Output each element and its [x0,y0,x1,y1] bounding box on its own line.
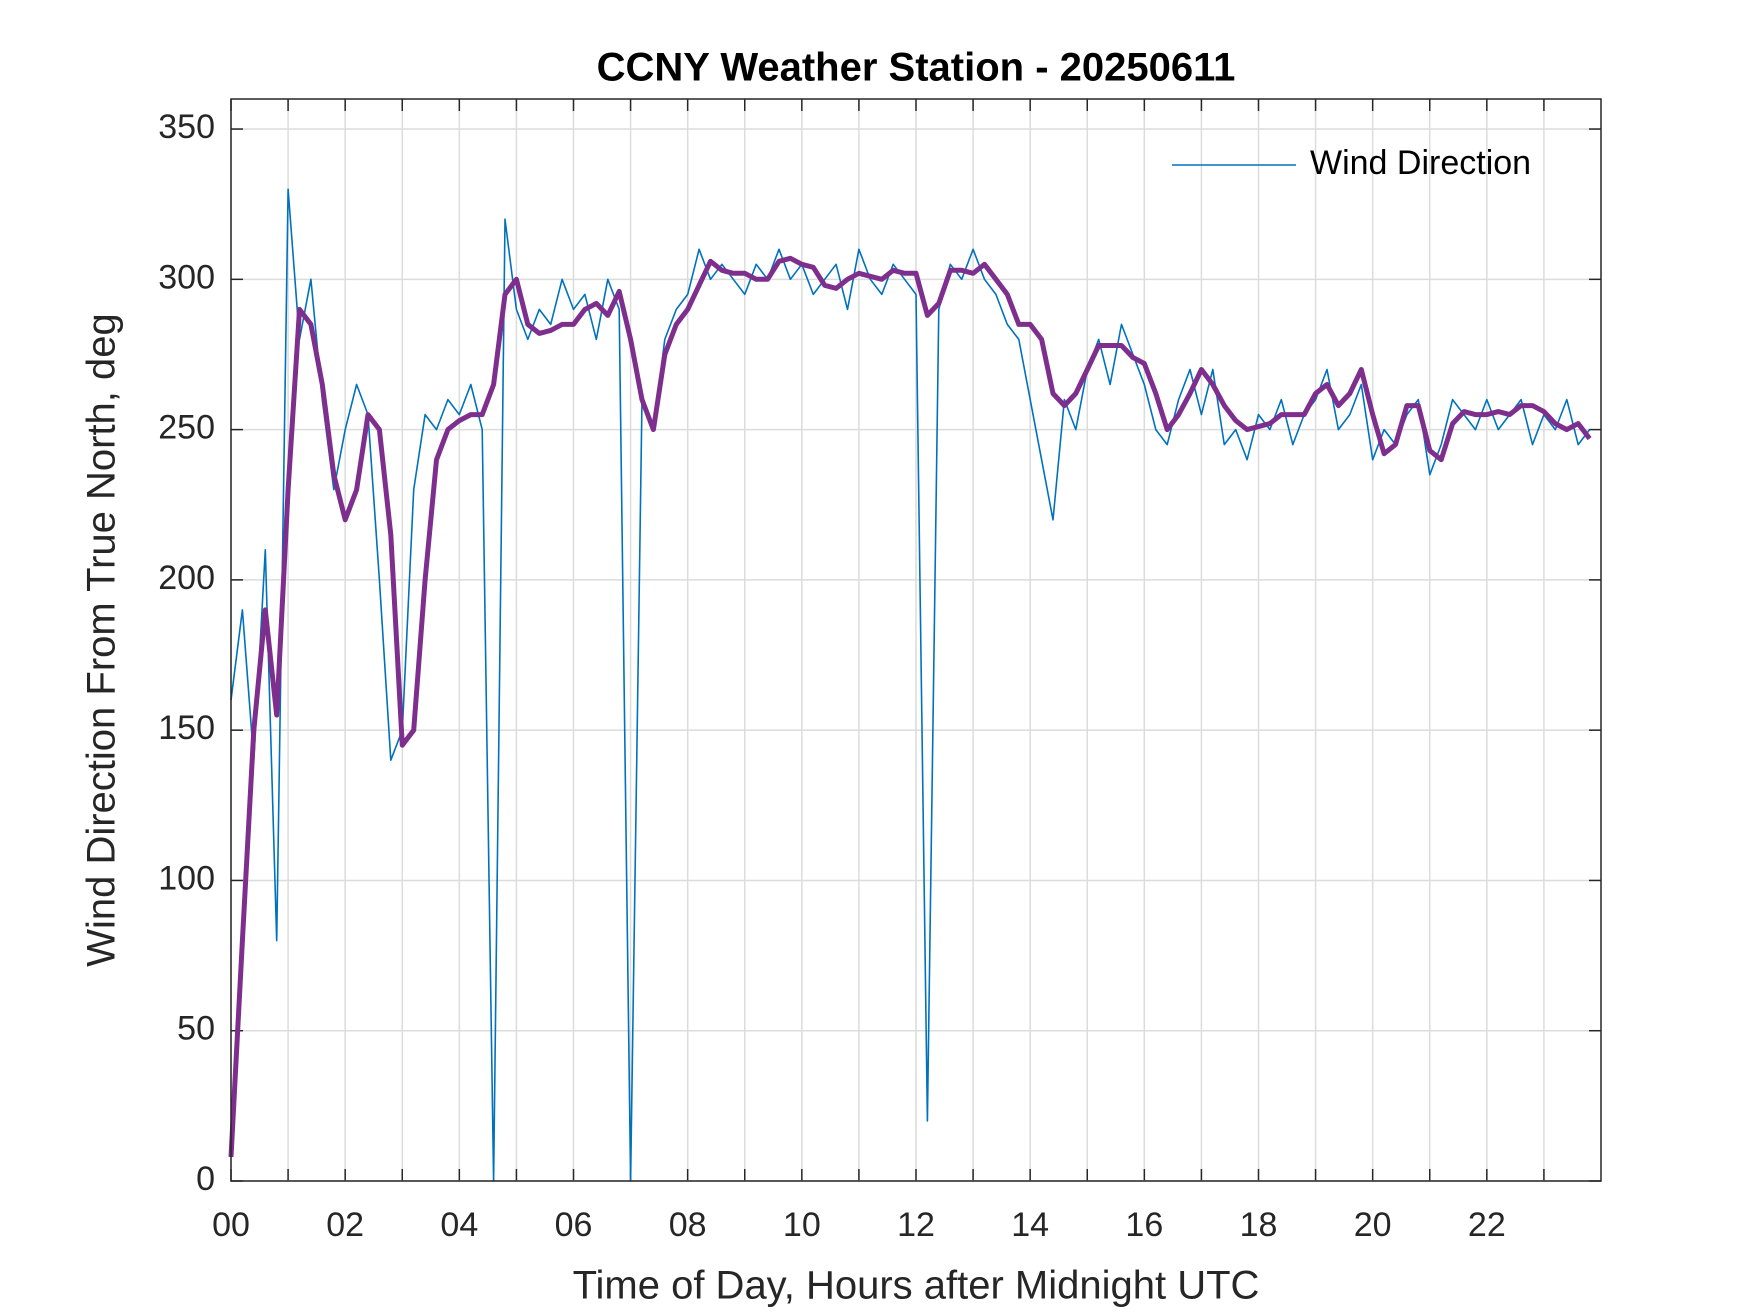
plot-frame [230,98,1602,1182]
x-tick-label: 14 [1011,1206,1049,1244]
chart-title: CCNY Weather Station - 20250611 [597,46,1236,90]
x-tick-label: 20 [1354,1206,1392,1244]
x-tick-label: 04 [440,1206,478,1244]
x-tick-label: 08 [669,1206,707,1244]
x-tick-label: 00 [212,1206,250,1244]
x-axis-label: Time of Day, Hours after Midnight UTC [573,1264,1260,1308]
y-tick-label: 350 [158,108,215,146]
x-tick-label: 10 [783,1206,821,1244]
y-tick-label: 200 [158,559,215,597]
y-tick-label: 250 [158,409,215,447]
data-line [230,188,1591,1182]
y-tick-label: 50 [177,1010,215,1048]
x-tick-label: 22 [1468,1206,1506,1244]
y-tick-label: 300 [158,258,215,296]
y-axis-label: Wind Direction From True North, deg [80,313,124,967]
data-line [228,255,1592,1158]
y-tick-label: 100 [158,859,215,897]
y-tick-label: 0 [196,1160,215,1198]
y-tick-label: 150 [158,709,215,747]
x-tick-label: 06 [555,1206,593,1244]
legend-label: Wind Direction [1310,144,1531,182]
x-tick-label: 18 [1240,1206,1278,1244]
x-tick-label: 12 [897,1206,935,1244]
x-tick-label: 02 [326,1206,364,1244]
x-tick-label: 16 [1125,1206,1163,1244]
